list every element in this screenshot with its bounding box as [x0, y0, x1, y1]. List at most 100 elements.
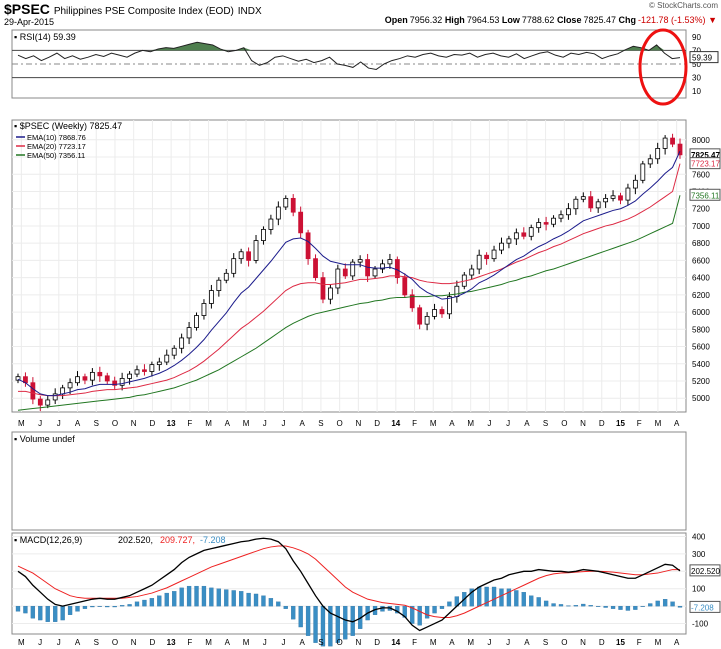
price-last-value: 7825.47 [691, 151, 720, 160]
rsi-overbought-fill [150, 42, 665, 51]
rsi-last-value-box [689, 51, 719, 64]
candle-body [134, 369, 140, 375]
annotation-circle [638, 28, 688, 106]
high-value: 7964.53 [466, 15, 500, 25]
macd-histogram-bar [424, 605, 430, 619]
macd-month-label: J [263, 638, 267, 647]
macd-histogram-bar [261, 595, 266, 607]
close-value: 7825.47 [583, 15, 616, 25]
macd-month-label: 14 [391, 638, 400, 647]
candle-body [112, 380, 118, 386]
macd-histogram-bar [610, 605, 616, 609]
candle-body [60, 387, 66, 395]
macd-histogram-bar [246, 592, 251, 607]
price-tick-label: 5800 [692, 325, 710, 334]
macd-histogram-legend-value: -7.208 [200, 535, 226, 545]
macd-histogram-bar [618, 605, 623, 610]
exchange-label: INDX [237, 6, 262, 17]
price-tick-label: 6400 [692, 274, 710, 283]
stockcharts-brand: © StockCharts.com [648, 1, 718, 10]
candle-body [201, 303, 207, 316]
price-month-label: 13 [167, 419, 176, 428]
candle-body [171, 347, 177, 356]
candle-body [513, 232, 519, 240]
candle-body [179, 337, 185, 349]
macd-histogram-bar [179, 587, 184, 607]
macd-histogram-bar [157, 595, 162, 607]
macd-month-label: O [112, 638, 118, 647]
macd-histogram-bar [75, 605, 80, 612]
macd-histogram-bar [60, 605, 65, 621]
macd-histogram-bar [410, 605, 415, 624]
macd-histogram-bar [231, 590, 236, 607]
price-tick-label: 6000 [692, 308, 710, 317]
macd-last-value-box [689, 600, 721, 613]
price-month-label: A [225, 419, 231, 428]
price-month-label: J [38, 419, 42, 428]
macd-histogram-bar [603, 605, 608, 608]
rsi-legend: ▪ RSI(14) 59.39 [14, 32, 76, 42]
price-last-value: 7723.17 [691, 160, 720, 169]
macd-month-label: M [205, 638, 212, 647]
macd-histogram-bar [536, 597, 541, 607]
macd-histogram-bar [335, 605, 340, 643]
macd-month-label: 15 [616, 638, 625, 647]
macd-month-label: F [412, 638, 417, 647]
price-month-label: M [467, 419, 474, 428]
price-month-label: A [300, 419, 306, 428]
macd-month-label: J [281, 638, 285, 647]
price-month-label: 14 [391, 419, 400, 428]
candle-body [45, 399, 51, 406]
macd-histogram-bar [506, 588, 512, 607]
candle-body [447, 296, 452, 315]
macd-histogram-bar [521, 592, 526, 607]
candle-body [104, 375, 110, 382]
macd-histogram-bar [291, 605, 296, 620]
candle-body [603, 197, 609, 203]
macd-tick-label: 100 [692, 585, 706, 594]
price-month-label: M [205, 419, 212, 428]
macd-histogram-bar [119, 605, 125, 607]
macd-legend-name: ▪ MACD(12,26,9) [14, 535, 82, 545]
candle-body [335, 268, 341, 289]
candle-body [476, 254, 482, 270]
price-panel-frame [11, 119, 687, 413]
macd-histogram-bar [596, 605, 601, 607]
macd-month-label: M [655, 638, 662, 647]
candle-body [253, 240, 259, 261]
price-last-value-box [689, 188, 721, 201]
candle-body [30, 382, 36, 400]
macd-histogram-bar [573, 605, 579, 607]
candle-body [640, 163, 646, 181]
macd-month-label: A [524, 638, 530, 647]
candle-body [469, 268, 475, 276]
candle-body [573, 198, 579, 210]
macd-histogram-bar [581, 603, 586, 607]
price-month-label: O [337, 419, 343, 428]
macd-histogram-bar [127, 604, 132, 607]
macd-histogram-bar [662, 599, 668, 607]
price-tick-label: 5200 [692, 377, 710, 386]
candle-body [380, 263, 385, 270]
macd-histogram-bar [566, 605, 571, 607]
price-month-label: A [524, 419, 530, 428]
open-value: 7956.32 [409, 15, 443, 25]
price-month-label: S [94, 419, 99, 428]
candle-body [670, 137, 675, 145]
chg-label: Chg [618, 15, 637, 25]
candle-body [439, 309, 445, 315]
candle-body [402, 277, 408, 296]
price-month-label: M [243, 419, 250, 428]
macd-legend-value: 202.520, [118, 535, 153, 545]
macd-histogram-bar [172, 591, 177, 607]
candle-body [75, 376, 80, 384]
macd-histogram-bar [313, 605, 318, 643]
price-month-label: N [580, 419, 586, 428]
macd-month-label: F [187, 638, 192, 647]
price-month-label: O [112, 419, 118, 428]
candle-body [149, 364, 155, 372]
candle-body [290, 197, 296, 213]
candle-body [499, 242, 504, 251]
candle-body [208, 290, 214, 304]
